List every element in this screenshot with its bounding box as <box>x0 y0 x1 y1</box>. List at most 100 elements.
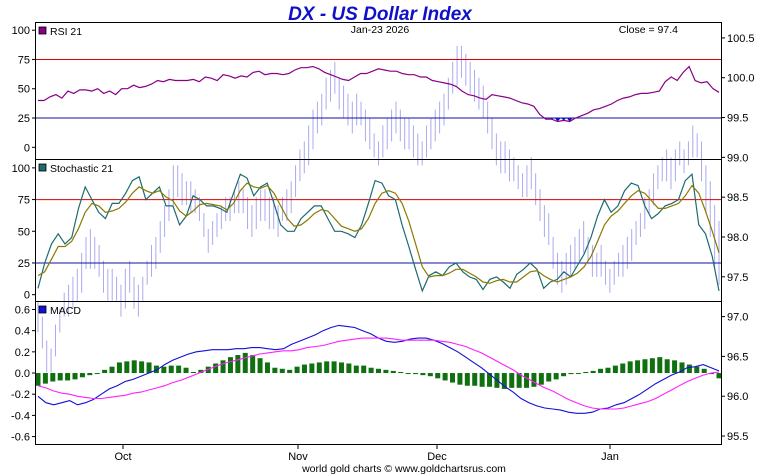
price-tick-label: 98.5 <box>727 192 748 204</box>
macd-histogram-bar <box>657 357 663 374</box>
macd-histogram-bar <box>383 369 389 374</box>
macd-histogram-bar <box>450 373 456 383</box>
panel-tick-label: 50 <box>18 226 30 238</box>
macd-histogram-bar <box>79 373 85 378</box>
signal-line <box>37 337 720 410</box>
macd-histogram-bar <box>479 373 485 387</box>
panel-name-label: MACD <box>50 305 81 317</box>
macd-histogram-bar <box>701 368 707 374</box>
macd-histogram-bar <box>124 361 130 374</box>
panel-tick-label: -0.6 <box>11 432 30 444</box>
macd-histogram-bar <box>472 373 478 386</box>
macd-histogram-bar <box>72 373 78 380</box>
macd-histogram-bar <box>501 373 507 389</box>
macd-histogram-bar <box>87 373 93 376</box>
macd-histogram-bar <box>353 365 359 374</box>
panel-tick-label: 100 <box>12 25 30 37</box>
macd-histogram-bar <box>316 362 322 374</box>
macd-histogram-bar <box>35 373 41 386</box>
stochastic-k-line <box>37 172 720 293</box>
panel-tick-label: 25 <box>18 258 30 270</box>
panel-tick-label: 0 <box>24 142 30 154</box>
macd-histogram-bar <box>590 370 596 374</box>
panel-tick-label: 0.6 <box>15 304 30 316</box>
panel-tick-label: 50 <box>18 84 30 96</box>
price-tick-label: 100.5 <box>727 33 755 45</box>
price-tick-label: 99.0 <box>727 152 748 164</box>
panel-name-label: RSI 21 <box>50 26 82 38</box>
macd-histogram-bar <box>176 365 182 374</box>
oversold-fill <box>542 118 573 122</box>
panel-tick-label: 25 <box>18 113 30 125</box>
x-tick-label: Nov <box>288 451 308 463</box>
macd-histogram-bar <box>131 360 137 374</box>
macd-histogram-bar <box>413 373 419 375</box>
macd-histogram-bar <box>487 373 493 387</box>
macd-histogram-bar <box>361 365 367 374</box>
macd-histogram-bar <box>42 373 48 384</box>
macd-histogram-bar <box>635 360 641 374</box>
x-tick-label: Jan <box>601 451 619 463</box>
x-tick-label: Oct <box>114 451 131 463</box>
macd-histogram-bar <box>294 366 300 374</box>
macd-histogram-bar <box>102 369 108 374</box>
macd-histogram-bar <box>198 369 204 374</box>
stochastic-d-line <box>37 182 720 284</box>
macd-histogram-bar <box>546 373 552 382</box>
macd-histogram-bar <box>368 367 374 374</box>
plot-frame <box>35 22 722 445</box>
macd-histogram-bar <box>139 361 145 374</box>
panel-tick-label: -0.4 <box>11 410 30 422</box>
macd-histogram-bar <box>94 373 100 375</box>
rsi-line <box>38 65 720 123</box>
macd-histogram-bar <box>583 371 589 374</box>
macd-histogram-bar <box>442 373 448 381</box>
macd-histogram-bar <box>694 366 700 374</box>
price-tick-label: 96.0 <box>727 391 748 403</box>
macd-histogram-bar <box>242 352 248 374</box>
panel-tick-label: 75 <box>18 195 30 207</box>
macd-histogram-bar <box>279 368 285 374</box>
price-tick-label: 97.0 <box>727 312 748 324</box>
macd-histogram-bar <box>427 373 433 377</box>
macd-histogram-bar <box>250 355 256 374</box>
macd-histogram-bar <box>405 373 411 375</box>
panel-tick-label: 0.2 <box>15 347 30 359</box>
macd-histogram-bar <box>50 373 56 382</box>
macd-histogram-bar <box>627 361 633 374</box>
macd-histogram-bar <box>264 362 270 374</box>
macd-histogram-bar <box>109 366 115 374</box>
macd-histogram-bar <box>686 364 692 374</box>
macd-histogram-bar <box>161 366 167 374</box>
macd-histogram-bar <box>612 365 618 374</box>
price-tick-label: 100.0 <box>727 73 755 85</box>
panel-tick-label: -0.2 <box>11 389 30 401</box>
chart-date: Jan-23 2026 <box>351 24 410 36</box>
macd-histogram-bar <box>338 362 344 374</box>
price-tick-label: 97.5 <box>727 272 748 284</box>
macd-histogram-bar <box>331 361 337 374</box>
macd-histogram-bar <box>605 367 611 374</box>
macd-histogram-bar <box>398 371 404 374</box>
macd-histogram-bar <box>324 361 330 374</box>
macd-histogram-bar <box>561 373 567 377</box>
macd-histogram-bar <box>649 358 655 374</box>
panel-tick-label: 100 <box>12 163 30 175</box>
macd-histogram-bar <box>531 373 537 387</box>
x-tick-label: Dec <box>427 451 447 463</box>
macd-histogram-bar <box>642 359 648 374</box>
macd-histogram-bar <box>575 373 581 375</box>
panel-tick-label: 0 <box>24 290 30 302</box>
macd-histogram-bar <box>376 368 381 374</box>
price-tick-label: 95.5 <box>727 431 748 443</box>
legend-swatch <box>38 305 47 314</box>
macd-histogram-bar <box>257 358 263 374</box>
macd-histogram-bar <box>227 357 233 374</box>
price-tick-label: 98.0 <box>727 232 748 244</box>
macd-histogram-bar <box>553 373 559 380</box>
macd-histogram-bar <box>301 364 307 374</box>
macd-histogram-bar <box>679 362 685 374</box>
macd-histogram-bar <box>272 367 278 374</box>
macd-histogram-bar <box>457 373 463 385</box>
